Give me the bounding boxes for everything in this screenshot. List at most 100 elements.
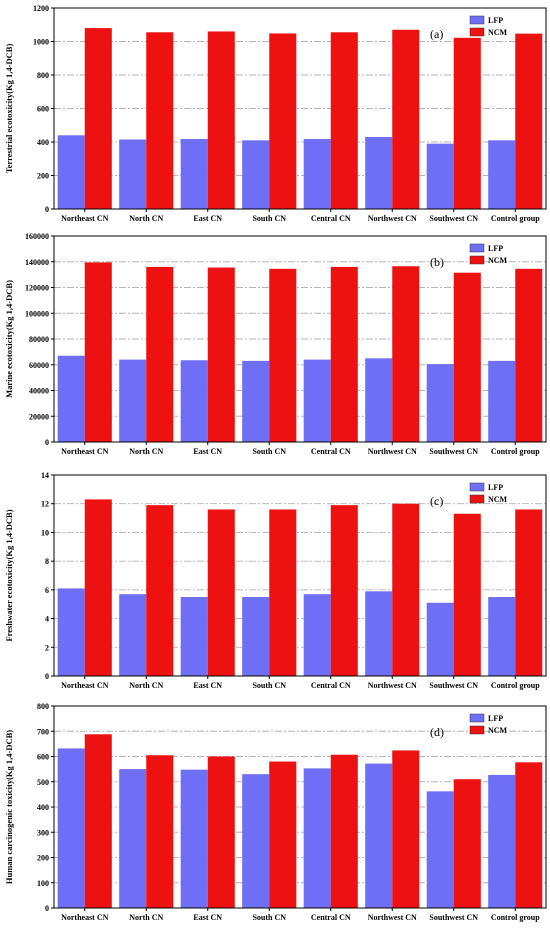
y-tick-label-1: 200: [37, 172, 49, 181]
legend-swatch-ncm: [469, 255, 485, 265]
y-axis-label: Human carcinogenic toxicity(Kg 1,4-DCB): [4, 730, 14, 884]
chart-panel-2: 0 20000 40000 60000 80000 100000 120000 140000 1…: [4, 232, 547, 456]
chart-panel-3: 0 2 4 6 8 10 12 14 Northeast CN North CN East CN So…: [4, 471, 547, 690]
bar-lfp-5: [303, 138, 331, 209]
legend-swatch-lfp: [469, 15, 485, 25]
y-tick-label-0: 0: [45, 438, 49, 447]
bar-ncm-6: [392, 266, 420, 442]
x-tick-label-6: Northwest CN: [368, 214, 417, 223]
bar-lfp-7: [426, 791, 454, 908]
bar-ncm-5: [330, 505, 358, 676]
y-tick-label-1: 100: [37, 879, 49, 888]
y-axis-label: Marine ecotoxicity(Kg 1,4-DCB): [4, 280, 14, 398]
bar-ncm-6: [392, 750, 420, 908]
panel-label: (c): [430, 494, 443, 508]
bar-lfp-1: [57, 135, 85, 209]
bar-lfp-3: [180, 597, 208, 676]
y-axis-label: Terrestrial ecotoxicity(Kg 1,4-DCB): [4, 44, 14, 174]
bar-ncm-7: [453, 272, 481, 442]
bar-ncm-4: [269, 33, 297, 210]
bar-ncm-3: [207, 509, 235, 676]
bar-ncm-2: [146, 266, 174, 442]
bar-lfp-7: [426, 143, 454, 209]
x-tick-label-6: Northwest CN: [368, 681, 417, 690]
bar-lfp-1: [57, 588, 85, 676]
x-tick-label-3: East CN: [193, 913, 222, 922]
x-tick-label-7: Southwest CN: [429, 447, 478, 456]
x-tick-label-4: South CN: [252, 913, 286, 922]
x-tick-label-1: Northeast CN: [61, 447, 109, 456]
y-tick-label-8: 160000: [25, 232, 49, 241]
chart-panel-4: 0 100 200 300 400 500 600 700 800 Northeast CN Nor…: [4, 702, 547, 922]
bar-lfp-3: [180, 138, 208, 209]
bar-lfp-4: [242, 140, 270, 209]
bar-lfp-6: [365, 591, 393, 676]
bar-ncm-2: [146, 32, 174, 209]
bar-ncm-4: [269, 509, 297, 676]
x-tick-label-2: North CN: [129, 913, 163, 922]
bar-lfp-2: [119, 359, 147, 442]
x-tick-label-7: Southwest CN: [429, 214, 478, 223]
y-tick-label-6: 120000: [25, 284, 49, 293]
bar-lfp-5: [303, 594, 331, 676]
legend-label-lfp: LFP: [488, 16, 503, 25]
y-tick-label-6: 12: [41, 500, 49, 509]
legend-label-lfp: LFP: [488, 483, 503, 492]
bar-ncm-1: [84, 262, 112, 442]
y-tick-label-3: 6: [45, 586, 49, 595]
bar-ncm-2: [146, 505, 174, 676]
bar-ncm-3: [207, 267, 235, 442]
y-tick-label-2: 400: [37, 138, 49, 147]
x-tick-label-4: South CN: [252, 681, 286, 690]
y-axis-label: Freshwater ecotoxicity(Kg 1,4-DCB): [4, 509, 14, 641]
bar-lfp-1: [57, 748, 85, 908]
bar-ncm-3: [207, 756, 235, 908]
bar-lfp-4: [242, 774, 270, 908]
y-tick-label-5: 100000: [25, 309, 49, 318]
bar-ncm-3: [207, 31, 235, 210]
legend-swatch-lfp: [469, 713, 485, 723]
legend-label-ncm: NCM: [488, 28, 508, 37]
chart-panel-1: 0 200 400 600 800 1000 1200 Northeast CN North C…: [4, 4, 547, 223]
x-tick-label-5: Central CN: [311, 447, 351, 456]
bar-lfp-6: [365, 136, 393, 209]
bar-ncm-4: [269, 268, 297, 442]
panel-label: (b): [430, 255, 444, 269]
bar-ncm-5: [330, 32, 358, 209]
bar-lfp-7: [426, 364, 454, 442]
bar-lfp-2: [119, 139, 147, 209]
y-tick-label-8: 800: [37, 702, 49, 711]
y-tick-label-3: 600: [37, 105, 49, 114]
bar-lfp-4: [242, 597, 270, 676]
bar-lfp-4: [242, 360, 270, 442]
y-tick-label-4: 800: [37, 71, 49, 80]
x-tick-label-4: South CN: [252, 214, 286, 223]
legend-swatch-lfp: [469, 243, 485, 253]
bar-ncm-7: [453, 37, 481, 209]
bar-lfp-7: [426, 602, 454, 676]
bar-lfp-5: [303, 359, 331, 442]
y-tick-label-2: 40000: [29, 387, 49, 396]
bar-ncm-6: [392, 29, 420, 210]
y-tick-label-3: 300: [37, 828, 49, 837]
legend-swatch-ncm: [469, 494, 485, 504]
y-tick-label-5: 500: [37, 778, 49, 787]
bar-lfp-8: [488, 597, 516, 676]
x-tick-label-7: Southwest CN: [429, 681, 478, 690]
x-tick-label-1: Northeast CN: [61, 214, 109, 223]
legend-label-lfp: LFP: [488, 714, 503, 723]
bar-ncm-7: [453, 513, 481, 676]
bar-ncm-8: [515, 762, 543, 908]
bar-ncm-8: [515, 509, 543, 676]
bar-lfp-8: [488, 360, 516, 442]
y-tick-label-4: 400: [37, 803, 49, 812]
bar-lfp-6: [365, 358, 393, 442]
x-tick-label-2: North CN: [129, 681, 163, 690]
legend-swatch-ncm: [469, 27, 485, 37]
bar-lfp-3: [180, 769, 208, 908]
x-tick-label-6: Northwest CN: [368, 447, 417, 456]
bar-ncm-6: [392, 503, 420, 676]
x-tick-label-5: Central CN: [311, 681, 351, 690]
y-tick-label-2: 200: [37, 854, 49, 863]
bar-ncm-7: [453, 779, 481, 908]
